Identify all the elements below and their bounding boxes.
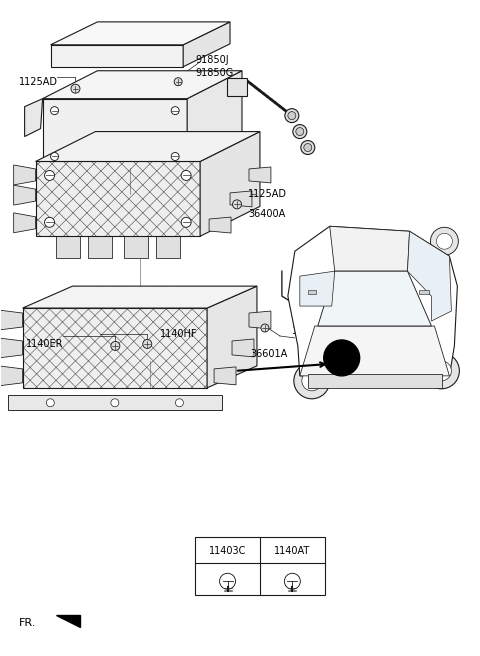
Polygon shape <box>13 165 36 185</box>
Circle shape <box>423 353 459 389</box>
Text: 1125AD: 1125AD <box>292 326 331 336</box>
Circle shape <box>175 399 183 407</box>
Polygon shape <box>0 338 23 358</box>
Circle shape <box>436 234 452 249</box>
Polygon shape <box>0 366 23 386</box>
Text: 91931: 91931 <box>310 303 340 313</box>
Circle shape <box>288 112 296 119</box>
Circle shape <box>111 342 120 350</box>
Circle shape <box>181 217 191 227</box>
Text: 1125AD: 1125AD <box>248 190 287 199</box>
Polygon shape <box>36 161 200 236</box>
Bar <box>227 77 247 96</box>
Polygon shape <box>408 232 451 321</box>
Circle shape <box>299 308 309 318</box>
Text: 36400A: 36400A <box>248 209 285 219</box>
Circle shape <box>431 227 458 255</box>
Bar <box>308 290 316 294</box>
Circle shape <box>46 399 54 407</box>
Circle shape <box>71 84 80 93</box>
Polygon shape <box>300 326 449 376</box>
Text: 36601A: 36601A <box>250 349 287 359</box>
Text: 11403C: 11403C <box>209 546 246 556</box>
Polygon shape <box>249 311 271 329</box>
Circle shape <box>285 109 299 123</box>
Circle shape <box>293 125 307 138</box>
Circle shape <box>232 200 241 209</box>
Polygon shape <box>56 236 80 258</box>
Circle shape <box>174 77 182 86</box>
Polygon shape <box>230 191 252 207</box>
Polygon shape <box>23 308 207 388</box>
Polygon shape <box>232 339 254 357</box>
Polygon shape <box>43 98 187 169</box>
Circle shape <box>284 573 300 589</box>
Polygon shape <box>156 236 180 258</box>
Text: 1140HF: 1140HF <box>160 329 198 339</box>
Text: 1140ER: 1140ER <box>25 339 63 349</box>
Polygon shape <box>13 185 36 205</box>
Text: 1125AD: 1125AD <box>19 77 58 87</box>
Bar <box>308 374 443 388</box>
Polygon shape <box>23 308 207 388</box>
Circle shape <box>302 371 322 391</box>
Circle shape <box>111 399 119 407</box>
Circle shape <box>304 144 312 152</box>
Bar <box>420 290 430 294</box>
Circle shape <box>143 339 152 348</box>
Polygon shape <box>50 22 230 45</box>
Polygon shape <box>56 615 81 627</box>
Polygon shape <box>207 286 257 388</box>
Polygon shape <box>187 71 242 169</box>
Text: 91850J: 91850J <box>195 55 229 65</box>
Polygon shape <box>124 236 148 258</box>
Circle shape <box>296 127 304 136</box>
Polygon shape <box>23 286 257 308</box>
Circle shape <box>219 573 236 589</box>
Polygon shape <box>318 271 432 326</box>
Polygon shape <box>209 217 231 233</box>
Polygon shape <box>183 22 230 67</box>
Circle shape <box>50 152 59 161</box>
Circle shape <box>45 217 55 227</box>
Polygon shape <box>43 71 242 98</box>
Polygon shape <box>13 213 36 233</box>
Polygon shape <box>88 236 112 258</box>
Polygon shape <box>23 286 257 308</box>
Circle shape <box>261 324 269 332</box>
Bar <box>8 395 222 410</box>
Circle shape <box>324 340 360 376</box>
Circle shape <box>294 363 330 399</box>
Text: 91850G: 91850G <box>195 68 233 78</box>
Circle shape <box>181 171 191 180</box>
Polygon shape <box>249 167 271 183</box>
Circle shape <box>45 171 55 180</box>
Polygon shape <box>0 310 23 330</box>
Polygon shape <box>24 98 43 136</box>
Polygon shape <box>288 226 457 376</box>
Polygon shape <box>200 132 260 236</box>
Polygon shape <box>36 132 260 161</box>
Polygon shape <box>50 45 183 67</box>
Polygon shape <box>36 132 260 161</box>
Polygon shape <box>300 271 335 306</box>
Polygon shape <box>214 367 236 385</box>
Circle shape <box>301 140 315 155</box>
Circle shape <box>171 107 179 115</box>
Polygon shape <box>330 226 409 271</box>
Circle shape <box>432 361 451 381</box>
Bar <box>195 537 325 595</box>
Polygon shape <box>36 161 200 236</box>
Circle shape <box>50 107 59 115</box>
Text: FR.: FR. <box>19 618 36 628</box>
Circle shape <box>171 152 179 161</box>
Text: 1140AT: 1140AT <box>274 546 311 556</box>
